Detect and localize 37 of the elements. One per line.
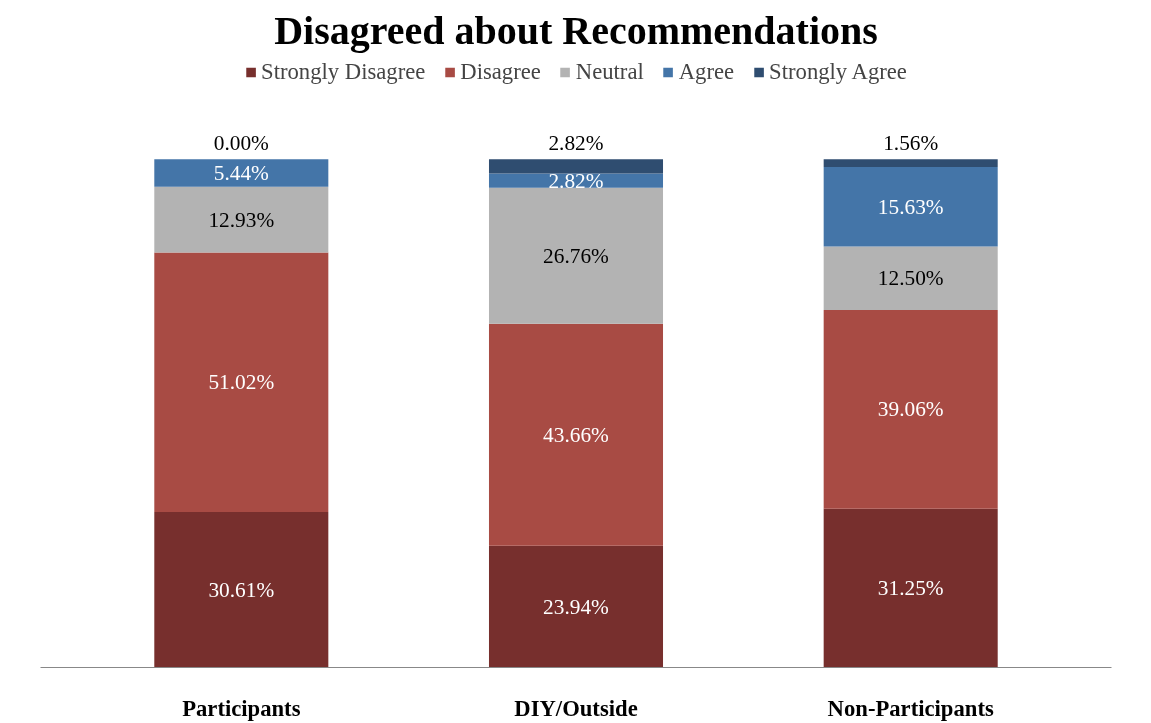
- bar: [154, 186, 329, 253]
- x-tick-label: Non-Participants: [827, 695, 994, 721]
- bar: [154, 159, 329, 187]
- data-label: 2.82%: [548, 131, 604, 156]
- data-label: 30.61%: [208, 577, 275, 602]
- data-label: 2.82%: [548, 168, 604, 193]
- legend-label: Neutral: [575, 59, 644, 85]
- bar: [823, 159, 998, 168]
- data-label: 5.44%: [213, 160, 270, 185]
- data-label: 12.50%: [877, 266, 944, 291]
- data-label: 51.02%: [208, 370, 275, 395]
- bar: [154, 511, 329, 668]
- data-label: 0.00%: [213, 131, 270, 156]
- data-label: 43.66%: [543, 422, 610, 447]
- data-label: 31.25%: [877, 576, 944, 601]
- data-label: 23.94%: [543, 594, 610, 619]
- bar: [823, 508, 998, 668]
- data-label: 1.56%: [883, 131, 939, 156]
- data-label: 39.06%: [877, 397, 944, 422]
- bar: [823, 167, 998, 247]
- bar: [823, 310, 998, 509]
- bar: [823, 246, 998, 311]
- bar: [488, 323, 664, 546]
- bar: [488, 159, 664, 174]
- bar: [154, 252, 329, 512]
- x-tick-label: DIY/Outside: [514, 695, 638, 721]
- legend-label: Strongly Disagree: [261, 59, 426, 85]
- data-label: 26.76%: [543, 243, 610, 268]
- data-label: 12.93%: [208, 207, 275, 232]
- legend-label: Disagree: [460, 59, 541, 85]
- chart-title: Disagreed about Recommendations: [274, 7, 878, 53]
- bar: [488, 545, 664, 668]
- legend-label: Agree: [678, 59, 735, 85]
- legend-label: Strongly Agree: [769, 59, 907, 85]
- data-label: 15.63%: [877, 194, 944, 219]
- x-tick-label: Participants: [182, 695, 301, 721]
- bar: [488, 187, 664, 324]
